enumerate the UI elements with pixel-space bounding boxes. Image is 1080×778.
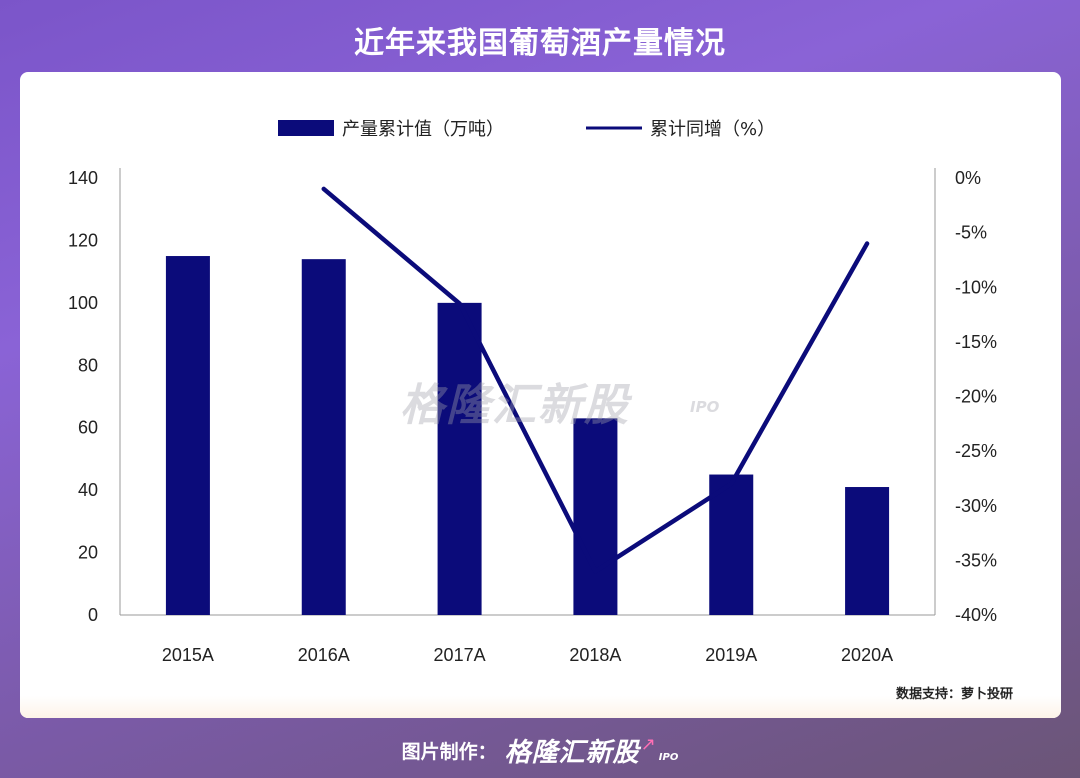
x-tick-label: 2018A xyxy=(569,645,621,665)
legend-bar-swatch xyxy=(278,120,334,136)
bar xyxy=(709,474,754,615)
trend-arrow-icon: ↗ xyxy=(640,733,656,755)
y-right-tick-label: -5% xyxy=(955,223,987,243)
chart-canvas: 0 20 40 60 80 100 120 140 0% -5% -10% -15% -20% -25% -… xyxy=(68,119,997,665)
footer-brand: 格隆汇新股 xyxy=(504,737,640,768)
bar xyxy=(165,256,210,615)
y-right-tick-label: -20% xyxy=(955,387,997,407)
legend-line-label: 累计同增（%） xyxy=(650,119,775,140)
bar xyxy=(845,487,890,615)
chart-card: 0 20 40 60 80 100 120 140 0% -5% -10% -15% -20% -25% -… xyxy=(20,72,1061,718)
y-right-tick-label: -15% xyxy=(955,332,997,352)
card-bottom-glow xyxy=(20,696,1061,718)
watermark: 格隆汇新股 xyxy=(400,380,630,431)
y-right-tick-label: -10% xyxy=(955,277,997,297)
bar xyxy=(301,259,346,615)
y-left-tick-label: 40 xyxy=(78,480,98,500)
x-tick-label: 2015A xyxy=(162,645,214,665)
legend-bar-label: 产量累计值（万吨） xyxy=(342,119,504,140)
footer: 图片制作： 格隆汇新股 ↗ IPO xyxy=(0,730,1080,770)
y-right-tick-label: -30% xyxy=(955,496,997,516)
watermark-sub: IPO xyxy=(690,398,720,416)
x-tick-label: 2019A xyxy=(705,645,757,665)
bar xyxy=(437,302,482,615)
page-title: 近年来我国葡萄酒产量情况 xyxy=(354,26,726,61)
y-left-tick-label: 140 xyxy=(68,168,98,188)
line-series xyxy=(321,186,870,574)
bar xyxy=(573,418,618,615)
y-right-tick-label: -35% xyxy=(955,550,997,570)
y-left-tick-label: 0 xyxy=(88,605,98,625)
footer-brand-sub: IPO xyxy=(658,751,679,763)
y-right-tick-label: -40% xyxy=(955,605,997,625)
y-right-tick-label: -25% xyxy=(955,441,997,461)
y-left-tick-label: 60 xyxy=(78,418,98,438)
y-left-tick-label: 120 xyxy=(68,230,98,250)
y-right-tick-label: 0% xyxy=(955,168,981,188)
y-left-tick-label: 100 xyxy=(68,293,98,313)
y-left-tick-label: 80 xyxy=(78,355,98,375)
x-tick-label: 2016A xyxy=(298,645,350,665)
x-tick-label: 2017A xyxy=(434,645,486,665)
x-tick-label: 2020A xyxy=(841,645,893,665)
y-left-tick-label: 20 xyxy=(78,543,98,563)
footer-label: 图片制作： xyxy=(401,740,497,763)
